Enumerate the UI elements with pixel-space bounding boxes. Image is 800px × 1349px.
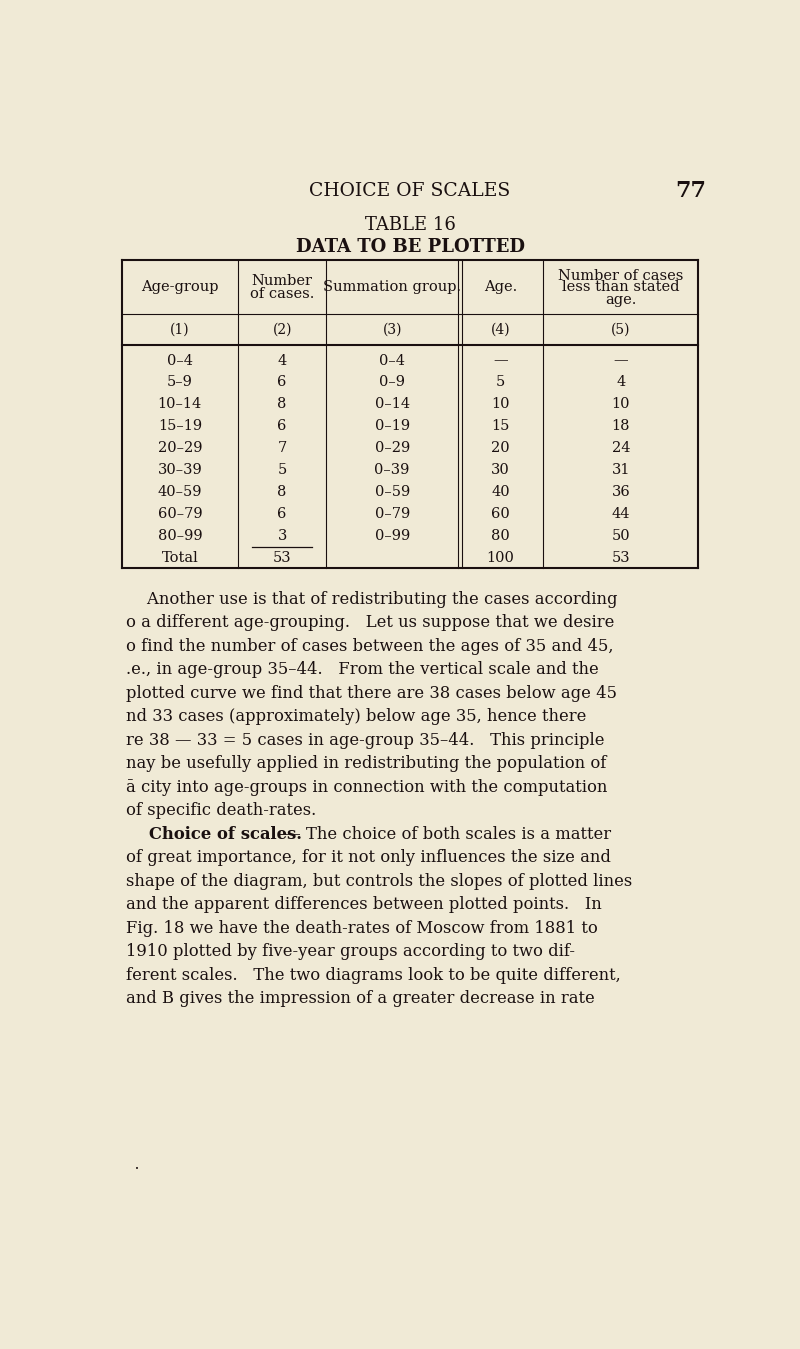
Text: 10: 10 xyxy=(491,398,510,411)
Text: 0–4: 0–4 xyxy=(379,353,405,367)
Text: re 38 — 33 = 5 cases in age-group 35–44.   This principle: re 38 — 33 = 5 cases in age-group 35–44.… xyxy=(126,731,604,749)
Text: 0–4: 0–4 xyxy=(167,353,193,367)
Text: 0–79: 0–79 xyxy=(374,507,410,521)
Text: Fig. 18 we have the death-rates of Moscow from 1881 to: Fig. 18 we have the death-rates of Mosco… xyxy=(126,920,598,936)
Text: Another use is that of redistributing the cases according: Another use is that of redistributing th… xyxy=(126,591,617,608)
Text: (1): (1) xyxy=(170,322,190,337)
Text: o a different age-grouping.   Let us suppose that we desire: o a different age-grouping. Let us suppo… xyxy=(126,614,614,631)
Text: 36: 36 xyxy=(611,486,630,499)
Text: ā city into age-groups in connection with the computation: ā city into age-groups in connection wit… xyxy=(126,778,607,796)
Text: (3): (3) xyxy=(382,322,402,337)
Text: 15–19: 15–19 xyxy=(158,420,202,433)
Text: •: • xyxy=(135,1166,139,1172)
Text: 1910 plotted by five-year groups according to two dif-: 1910 plotted by five-year groups accordi… xyxy=(126,943,574,960)
Text: 40: 40 xyxy=(491,486,510,499)
Text: 53: 53 xyxy=(611,550,630,565)
Text: Age-group: Age-group xyxy=(141,281,218,294)
Text: plotted curve we find that there are 38 cases below age 45: plotted curve we find that there are 38 … xyxy=(126,685,617,701)
Text: less than stated: less than stated xyxy=(562,281,679,294)
Text: 6: 6 xyxy=(278,420,287,433)
Text: — The choice of both scales is a matter: — The choice of both scales is a matter xyxy=(279,826,611,843)
Text: of specific death-rates.: of specific death-rates. xyxy=(126,803,316,819)
Text: 0–29: 0–29 xyxy=(374,441,410,456)
Text: (2): (2) xyxy=(272,322,292,337)
Text: 0–59: 0–59 xyxy=(374,486,410,499)
Text: 10: 10 xyxy=(611,398,630,411)
Text: 30: 30 xyxy=(491,463,510,478)
Text: nd 33 cases (approximately) below age 35, hence there: nd 33 cases (approximately) below age 35… xyxy=(126,708,586,726)
Text: 77: 77 xyxy=(675,181,706,202)
Text: DATA TO BE PLOTTED: DATA TO BE PLOTTED xyxy=(295,237,525,255)
Text: 31: 31 xyxy=(611,463,630,478)
Text: 0–9: 0–9 xyxy=(379,375,405,390)
Text: TABLE 16: TABLE 16 xyxy=(365,216,455,233)
Text: of cases.: of cases. xyxy=(250,286,314,301)
Text: 20–29: 20–29 xyxy=(158,441,202,456)
Text: 8: 8 xyxy=(278,398,287,411)
Text: of great importance, for it not only influences the size and: of great importance, for it not only inf… xyxy=(126,849,610,866)
Text: 24: 24 xyxy=(611,441,630,456)
Text: 60: 60 xyxy=(491,507,510,521)
Text: 3: 3 xyxy=(278,529,287,544)
Text: o find the number of cases between the ages of 35 and 45,: o find the number of cases between the a… xyxy=(126,638,613,654)
Text: shape of the diagram, but controls the slopes of plotted lines: shape of the diagram, but controls the s… xyxy=(126,873,632,889)
Text: 44: 44 xyxy=(611,507,630,521)
Text: 0–19: 0–19 xyxy=(374,420,410,433)
Text: nay be usefully applied in redistributing the population of: nay be usefully applied in redistributin… xyxy=(126,755,606,772)
Text: and B gives the impression of a greater decrease in rate: and B gives the impression of a greater … xyxy=(126,990,594,1006)
Text: 15: 15 xyxy=(491,420,510,433)
Text: 4: 4 xyxy=(278,353,286,367)
Text: 5–9: 5–9 xyxy=(167,375,193,390)
Text: 5: 5 xyxy=(496,375,506,390)
Text: 18: 18 xyxy=(611,420,630,433)
Text: Total: Total xyxy=(162,550,198,565)
Text: (5): (5) xyxy=(611,322,630,337)
Text: age.: age. xyxy=(605,293,637,306)
Text: 80–99: 80–99 xyxy=(158,529,202,544)
Text: 40–59: 40–59 xyxy=(158,486,202,499)
Text: 10–14: 10–14 xyxy=(158,398,202,411)
Text: Number of cases: Number of cases xyxy=(558,268,683,283)
Text: 0–39: 0–39 xyxy=(374,463,410,478)
Text: 0–99: 0–99 xyxy=(374,529,410,544)
Text: ferent scales.   The two diagrams look to be quite different,: ferent scales. The two diagrams look to … xyxy=(126,966,620,983)
Text: 0–14: 0–14 xyxy=(374,398,410,411)
Text: 8: 8 xyxy=(278,486,287,499)
Text: 80: 80 xyxy=(491,529,510,544)
Text: Choice of scales.: Choice of scales. xyxy=(126,826,302,843)
Text: 60–79: 60–79 xyxy=(158,507,202,521)
Text: 30–39: 30–39 xyxy=(158,463,202,478)
Text: Summation group.: Summation group. xyxy=(323,281,462,294)
Text: 20: 20 xyxy=(491,441,510,456)
Text: .e., in age-group 35–44.   From the vertical scale and the: .e., in age-group 35–44. From the vertic… xyxy=(126,661,598,679)
Text: —: — xyxy=(494,353,508,367)
Text: 4: 4 xyxy=(616,375,626,390)
Text: 100: 100 xyxy=(486,550,514,565)
Text: (4): (4) xyxy=(491,322,510,337)
Text: 53: 53 xyxy=(273,550,291,565)
Text: 6: 6 xyxy=(278,507,287,521)
Text: and the apparent differences between plotted points.   In: and the apparent differences between plo… xyxy=(126,896,602,913)
Text: 7: 7 xyxy=(278,441,286,456)
Text: —: — xyxy=(614,353,628,367)
Text: CHOICE OF SCALES: CHOICE OF SCALES xyxy=(310,182,510,200)
Text: Number: Number xyxy=(252,274,313,289)
Text: 50: 50 xyxy=(611,529,630,544)
Text: 6: 6 xyxy=(278,375,287,390)
Text: Age.: Age. xyxy=(484,281,518,294)
Text: 5: 5 xyxy=(278,463,286,478)
